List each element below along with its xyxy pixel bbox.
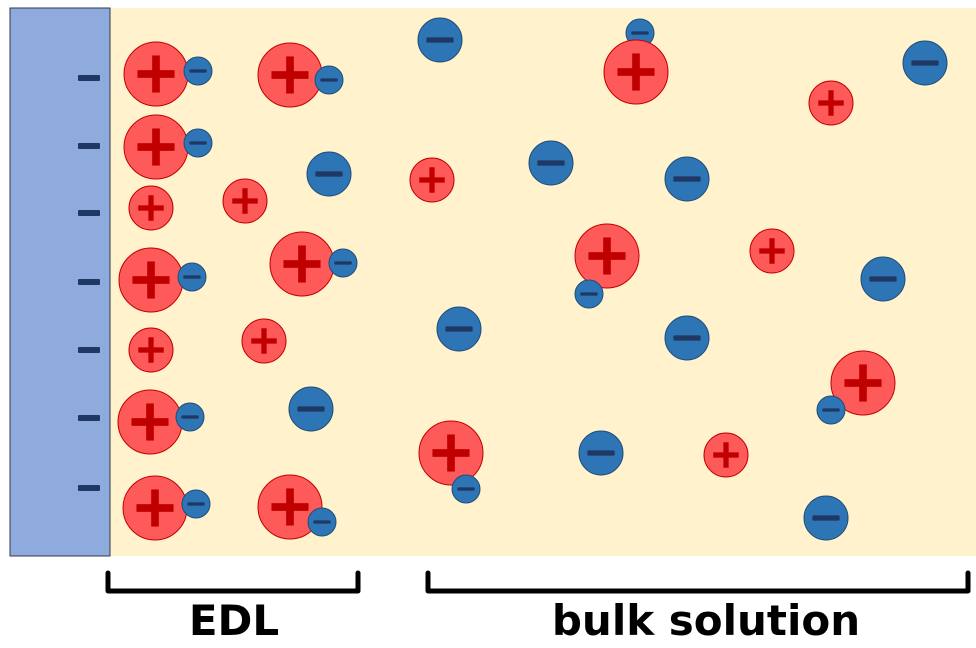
anion-ion: [664, 315, 710, 361]
anion-ion: [328, 248, 358, 278]
minus-sign: [580, 292, 598, 296]
anion-ion: [816, 395, 846, 425]
cation-ion: [703, 432, 749, 478]
plus-sign-vertical: [286, 488, 294, 526]
anion-ion: [306, 151, 352, 197]
minus-sign: [334, 261, 352, 265]
anion-ion: [177, 262, 207, 292]
plus-sign-vertical: [447, 434, 455, 472]
minus-sign: [457, 487, 475, 491]
anion-ion: [860, 256, 906, 302]
minus-sign: [320, 78, 338, 82]
plus-sign-vertical: [148, 337, 154, 363]
minus-sign: [911, 60, 939, 66]
cation-ion: [257, 474, 323, 540]
edl-label: EDL: [188, 596, 280, 645]
anion-ion: [902, 40, 948, 86]
anion-ion: [183, 128, 213, 158]
cation-ion: [830, 350, 896, 416]
cation-ion: [574, 223, 640, 289]
cation-ion: [749, 228, 795, 274]
plus-sign-vertical: [286, 56, 294, 94]
cation-ion: [409, 157, 455, 203]
anion-ion: [181, 489, 211, 519]
electrode-negative-charge: [78, 485, 100, 491]
minus-sign: [822, 408, 840, 412]
plus-sign-vertical: [242, 188, 248, 214]
plus-sign-vertical: [152, 55, 160, 93]
cation-ion: [269, 231, 335, 297]
minus-sign: [537, 160, 565, 166]
cation-ion: [122, 475, 188, 541]
minus-sign: [673, 335, 701, 341]
cation-ion: [128, 185, 174, 231]
plus-sign-vertical: [723, 442, 729, 468]
minus-sign: [313, 520, 331, 524]
plus-sign-vertical: [146, 403, 154, 441]
plus-sign-vertical: [603, 237, 611, 275]
plus-sign-vertical: [859, 364, 867, 402]
minus-sign: [183, 275, 201, 279]
minus-sign: [181, 415, 199, 419]
minus-sign: [189, 141, 207, 145]
electrode-negative-charge: [78, 279, 100, 285]
bulk-solution-label: bulk solution: [551, 596, 861, 645]
cation-ion: [128, 327, 174, 373]
plus-sign-vertical: [261, 328, 267, 354]
bulk-solution-bracket: [425, 570, 971, 594]
minus-sign: [297, 406, 325, 412]
cation-ion: [808, 80, 854, 126]
plus-sign-vertical: [632, 53, 640, 91]
plus-sign-vertical: [429, 167, 435, 193]
plus-sign-vertical: [151, 489, 159, 527]
anion-ion: [288, 386, 334, 432]
anion-ion: [436, 306, 482, 352]
cation-ion: [241, 318, 287, 364]
cation-ion: [418, 420, 484, 486]
minus-sign: [631, 31, 649, 35]
cation-ion: [222, 178, 268, 224]
electrode-negative-charge: [78, 415, 100, 421]
minus-sign: [189, 69, 207, 73]
plus-sign-vertical: [152, 128, 160, 166]
anion-ion: [183, 56, 213, 86]
anion-ion: [417, 17, 463, 63]
minus-sign: [869, 276, 897, 282]
cation-ion: [118, 247, 184, 313]
anion-ion: [578, 430, 624, 476]
cation-ion: [603, 39, 669, 105]
minus-sign: [187, 502, 205, 506]
cation-ion: [257, 42, 323, 108]
anion-ion: [574, 279, 604, 309]
cation-ion: [123, 41, 189, 107]
electrode-surface-charges: [78, 75, 100, 491]
plus-sign-vertical: [828, 90, 834, 116]
minus-sign: [445, 326, 473, 332]
electrode-negative-charge: [78, 210, 100, 216]
minus-sign: [315, 171, 343, 177]
minus-sign: [587, 450, 615, 456]
anion-ion: [307, 507, 337, 537]
cation-ion: [123, 114, 189, 180]
anion-ion: [451, 474, 481, 504]
minus-sign: [673, 176, 701, 182]
anion-ion: [528, 140, 574, 186]
edl-bracket: [105, 570, 361, 594]
minus-sign: [426, 37, 454, 43]
electrode-negative-charge: [78, 143, 100, 149]
cation-ion: [117, 389, 183, 455]
plus-sign-vertical: [148, 195, 154, 221]
minus-sign: [812, 515, 840, 521]
electrode-negative-charge: [78, 347, 100, 353]
anion-ion: [664, 156, 710, 202]
anion-ion: [803, 495, 849, 541]
plus-sign-vertical: [298, 245, 306, 283]
electrode-negative-charge: [78, 75, 100, 81]
ions-layer: [117, 17, 948, 541]
plus-sign-vertical: [147, 261, 155, 299]
anion-ion: [175, 402, 205, 432]
anion-ion: [314, 65, 344, 95]
plus-sign-vertical: [769, 238, 775, 264]
